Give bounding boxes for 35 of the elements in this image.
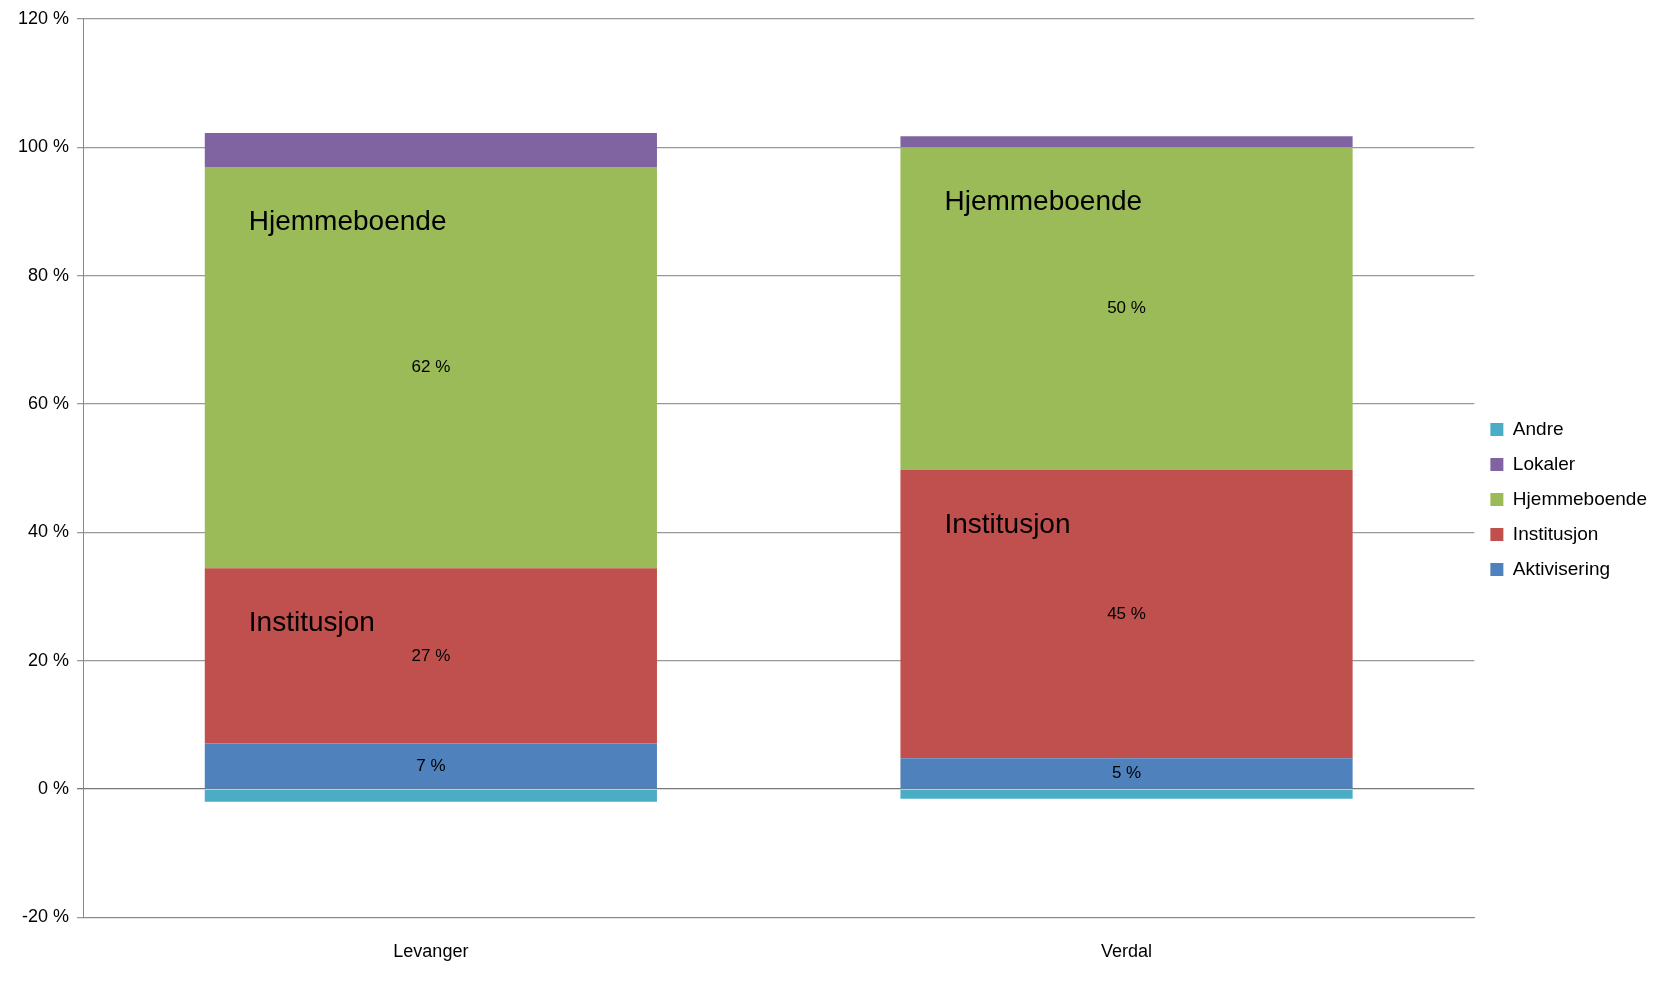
y-tick-label: -20 % (22, 906, 70, 927)
bar (900, 758, 1353, 789)
y-tick-label: 40 % (28, 521, 70, 542)
data-label: 5 % (1111, 762, 1142, 782)
data-label: 50 % (1107, 298, 1146, 318)
annotation: Hjemmeboende (248, 204, 447, 236)
bar (900, 470, 1353, 759)
bar (900, 147, 1353, 471)
data-label: 62 % (411, 357, 451, 377)
x-tick-label: Levanger (393, 941, 469, 962)
bar (204, 167, 657, 569)
legend-label: Institusjon (1512, 522, 1599, 544)
data-label: 7 % (416, 755, 446, 775)
y-tick-label: 80 % (28, 264, 70, 285)
bar (204, 743, 657, 789)
bar (204, 789, 657, 802)
bar (900, 136, 1353, 148)
bar (204, 133, 657, 168)
data-label: 27 % (411, 645, 451, 665)
y-tick-label: 0 % (38, 778, 70, 798)
y-tick-label: 20 % (28, 649, 70, 670)
bar (204, 568, 657, 744)
x-tick-label: Verdal (1101, 941, 1153, 962)
annotation: Institusjon (944, 507, 1071, 539)
y-tick-label: 120 % (17, 7, 70, 28)
legend-label: Andre (1512, 417, 1564, 439)
annotation: Hjemmeboende (944, 184, 1143, 216)
bar (900, 789, 1353, 799)
y-tick-label: 60 % (28, 392, 70, 413)
legend-label: Lokaler (1512, 452, 1576, 474)
legend-label: Aktivisering (1512, 557, 1611, 579)
legend-label: Hjemmeboende (1512, 487, 1648, 509)
y-tick-label: 100 % (17, 136, 70, 157)
annotation: Institusjon (248, 605, 375, 637)
data-label: 45 % (1107, 603, 1146, 623)
